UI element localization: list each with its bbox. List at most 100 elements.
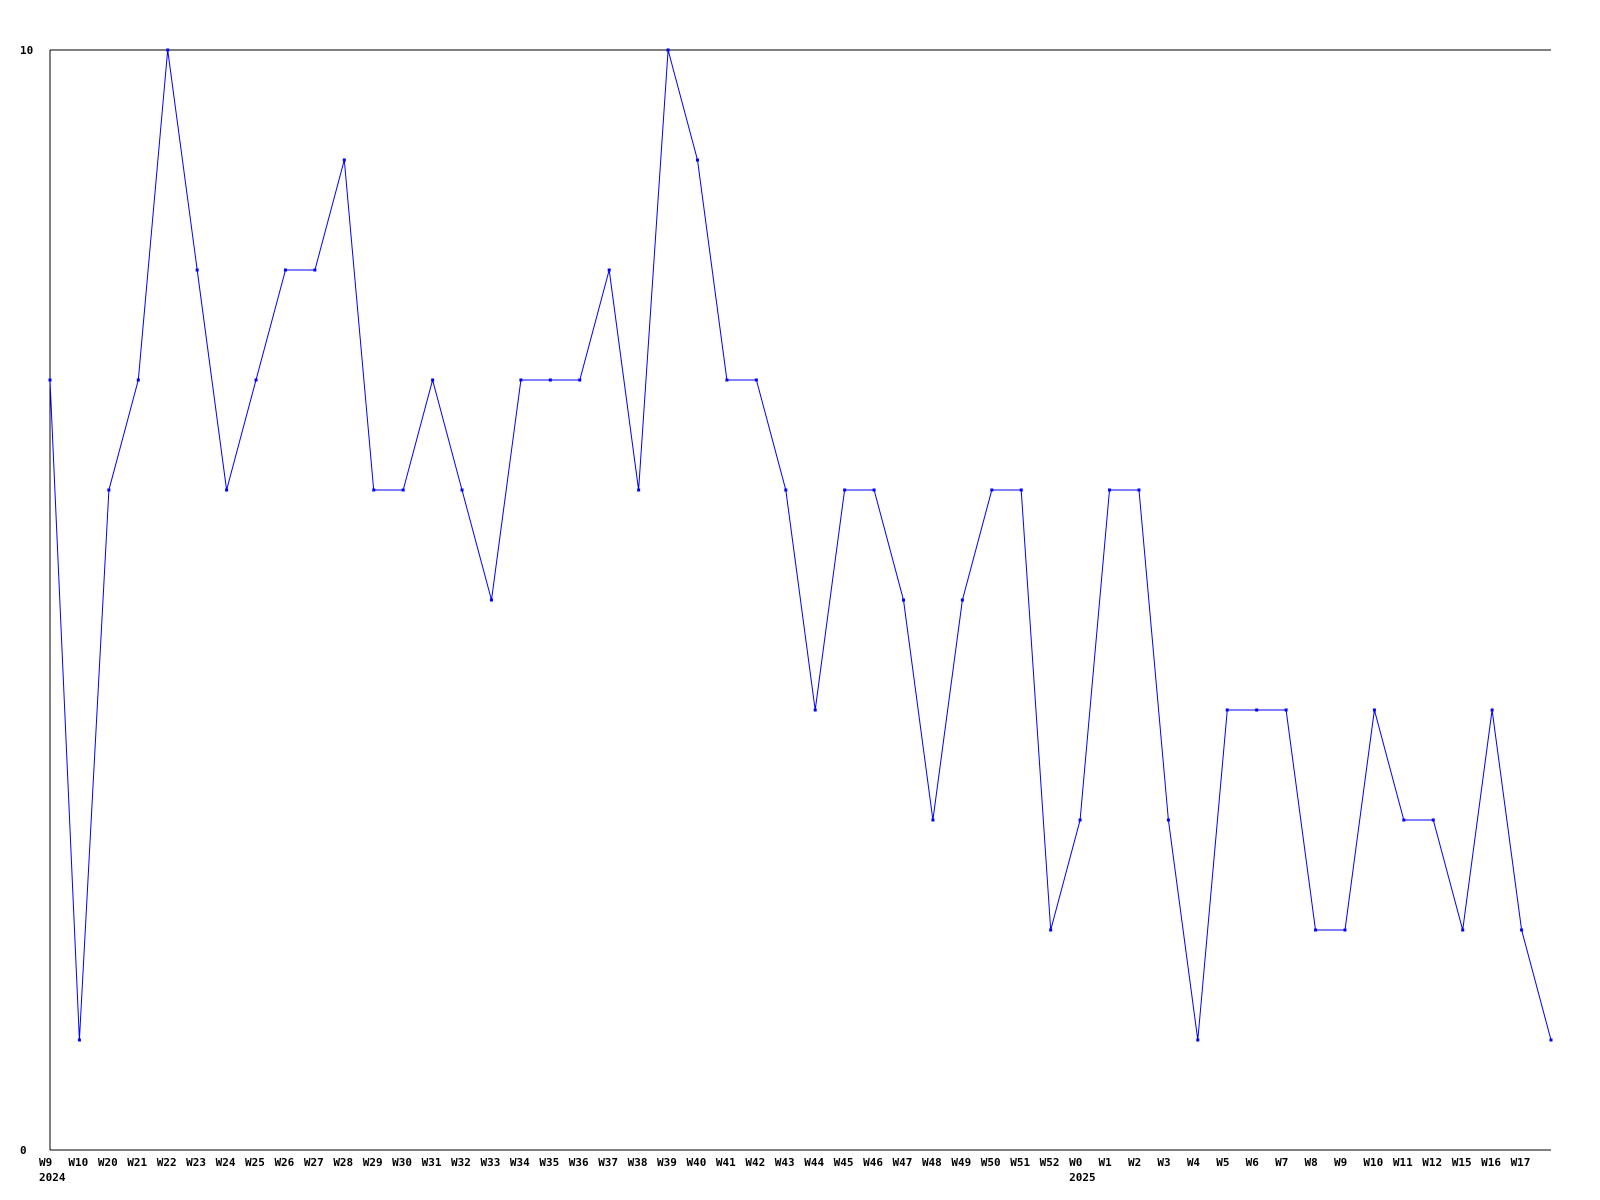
- x-tick-label: W9: [39, 1156, 52, 1169]
- data-point: [1343, 928, 1347, 932]
- x-year-label: 2025: [1069, 1171, 1096, 1184]
- data-point: [990, 488, 994, 492]
- x-tick-label: W38: [628, 1156, 648, 1169]
- data-point: [637, 488, 641, 492]
- x-tick-label: W21: [127, 1156, 147, 1169]
- x-tick-label: W52: [1040, 1156, 1060, 1169]
- data-point: [754, 378, 758, 382]
- data-point: [872, 488, 876, 492]
- data-point: [489, 598, 493, 602]
- x-tick-label: W3: [1157, 1156, 1170, 1169]
- x-tick-label: W48: [922, 1156, 942, 1169]
- x-tick-label: W12: [1422, 1156, 1442, 1169]
- x-tick-label: W5: [1216, 1156, 1229, 1169]
- data-point: [48, 378, 52, 382]
- data-point: [107, 488, 111, 492]
- x-tick-label: W6: [1246, 1156, 1260, 1169]
- x-tick-label: W45: [834, 1156, 854, 1169]
- data-point: [931, 818, 935, 822]
- x-tick-label: W8: [1305, 1156, 1318, 1169]
- data-point: [1314, 928, 1318, 932]
- x-tick-label: W34: [510, 1156, 530, 1169]
- x-tick-label: W26: [274, 1156, 294, 1169]
- x-tick-label: W16: [1481, 1156, 1501, 1169]
- data-point: [1108, 488, 1112, 492]
- x-tick-label: W42: [745, 1156, 765, 1169]
- x-tick-label: W2: [1128, 1156, 1141, 1169]
- data-point: [548, 378, 552, 382]
- x-tick-label: W11: [1393, 1156, 1413, 1169]
- x-tick-label: W10: [1363, 1156, 1383, 1169]
- x-tick-label: W43: [775, 1156, 795, 1169]
- x-tick-label: W23: [186, 1156, 206, 1169]
- x-tick-label: W44: [804, 1156, 824, 1169]
- x-tick-label: W51: [1010, 1156, 1030, 1169]
- data-point: [666, 48, 670, 52]
- x-tick-label: W1: [1099, 1156, 1113, 1169]
- y-tick-label-min: 0: [20, 1144, 27, 1157]
- data-point: [960, 598, 964, 602]
- data-point: [1490, 708, 1494, 712]
- x-tick-label: W32: [451, 1156, 471, 1169]
- x-tick-label: W27: [304, 1156, 324, 1169]
- data-point: [77, 1038, 81, 1042]
- data-point: [1402, 818, 1406, 822]
- data-point: [254, 378, 258, 382]
- x-tick-label: W20: [98, 1156, 118, 1169]
- data-point: [401, 488, 405, 492]
- data-point: [813, 708, 817, 712]
- data-point: [1431, 818, 1435, 822]
- data-point: [519, 378, 523, 382]
- data-point: [313, 268, 317, 272]
- x-tick-label: W49: [951, 1156, 971, 1169]
- x-tick-label: W29: [363, 1156, 383, 1169]
- data-point: [372, 488, 376, 492]
- x-tick-label: W33: [480, 1156, 500, 1169]
- x-tick-label: W41: [716, 1156, 736, 1169]
- x-tick-label: W37: [598, 1156, 618, 1169]
- x-tick-label: W30: [392, 1156, 412, 1169]
- x-tick-label: W24: [216, 1156, 236, 1169]
- x-tick-label: W50: [981, 1156, 1001, 1169]
- y-tick-label-max: 10: [20, 44, 33, 57]
- x-tick-label: W35: [539, 1156, 559, 1169]
- x-tick-label: W9: [1334, 1156, 1347, 1169]
- data-point: [460, 488, 464, 492]
- data-point: [283, 268, 287, 272]
- data-point: [1137, 488, 1141, 492]
- x-tick-label: W40: [686, 1156, 706, 1169]
- data-point: [725, 378, 729, 382]
- data-point: [195, 268, 199, 272]
- x-tick-label: W10: [68, 1156, 88, 1169]
- x-tick-label: W25: [245, 1156, 265, 1169]
- data-point: [166, 48, 170, 52]
- data-point: [1284, 708, 1288, 712]
- x-tick-label: W15: [1452, 1156, 1472, 1169]
- x-tick-label: W4: [1187, 1156, 1201, 1169]
- data-point: [1549, 1038, 1553, 1042]
- data-point: [784, 488, 788, 492]
- x-tick-label: W39: [657, 1156, 677, 1169]
- x-tick-label: W46: [863, 1156, 883, 1169]
- data-point: [136, 378, 140, 382]
- data-point: [431, 378, 435, 382]
- data-point: [1078, 818, 1082, 822]
- x-year-label: 2024: [39, 1171, 66, 1184]
- data-point: [1520, 928, 1524, 932]
- data-point: [1255, 708, 1259, 712]
- data-point: [1019, 488, 1023, 492]
- data-point: [1225, 708, 1229, 712]
- x-tick-label: W31: [422, 1156, 442, 1169]
- data-point: [1049, 928, 1053, 932]
- x-tick-label: W17: [1511, 1156, 1531, 1169]
- data-point: [1461, 928, 1465, 932]
- x-tick-label: W7: [1275, 1156, 1288, 1169]
- data-point: [1372, 708, 1376, 712]
- x-tick-label: W0: [1069, 1156, 1082, 1169]
- x-tick-label: W28: [333, 1156, 353, 1169]
- x-tick-label: W22: [157, 1156, 177, 1169]
- data-point: [843, 488, 847, 492]
- data-point: [578, 378, 582, 382]
- data-point: [902, 598, 906, 602]
